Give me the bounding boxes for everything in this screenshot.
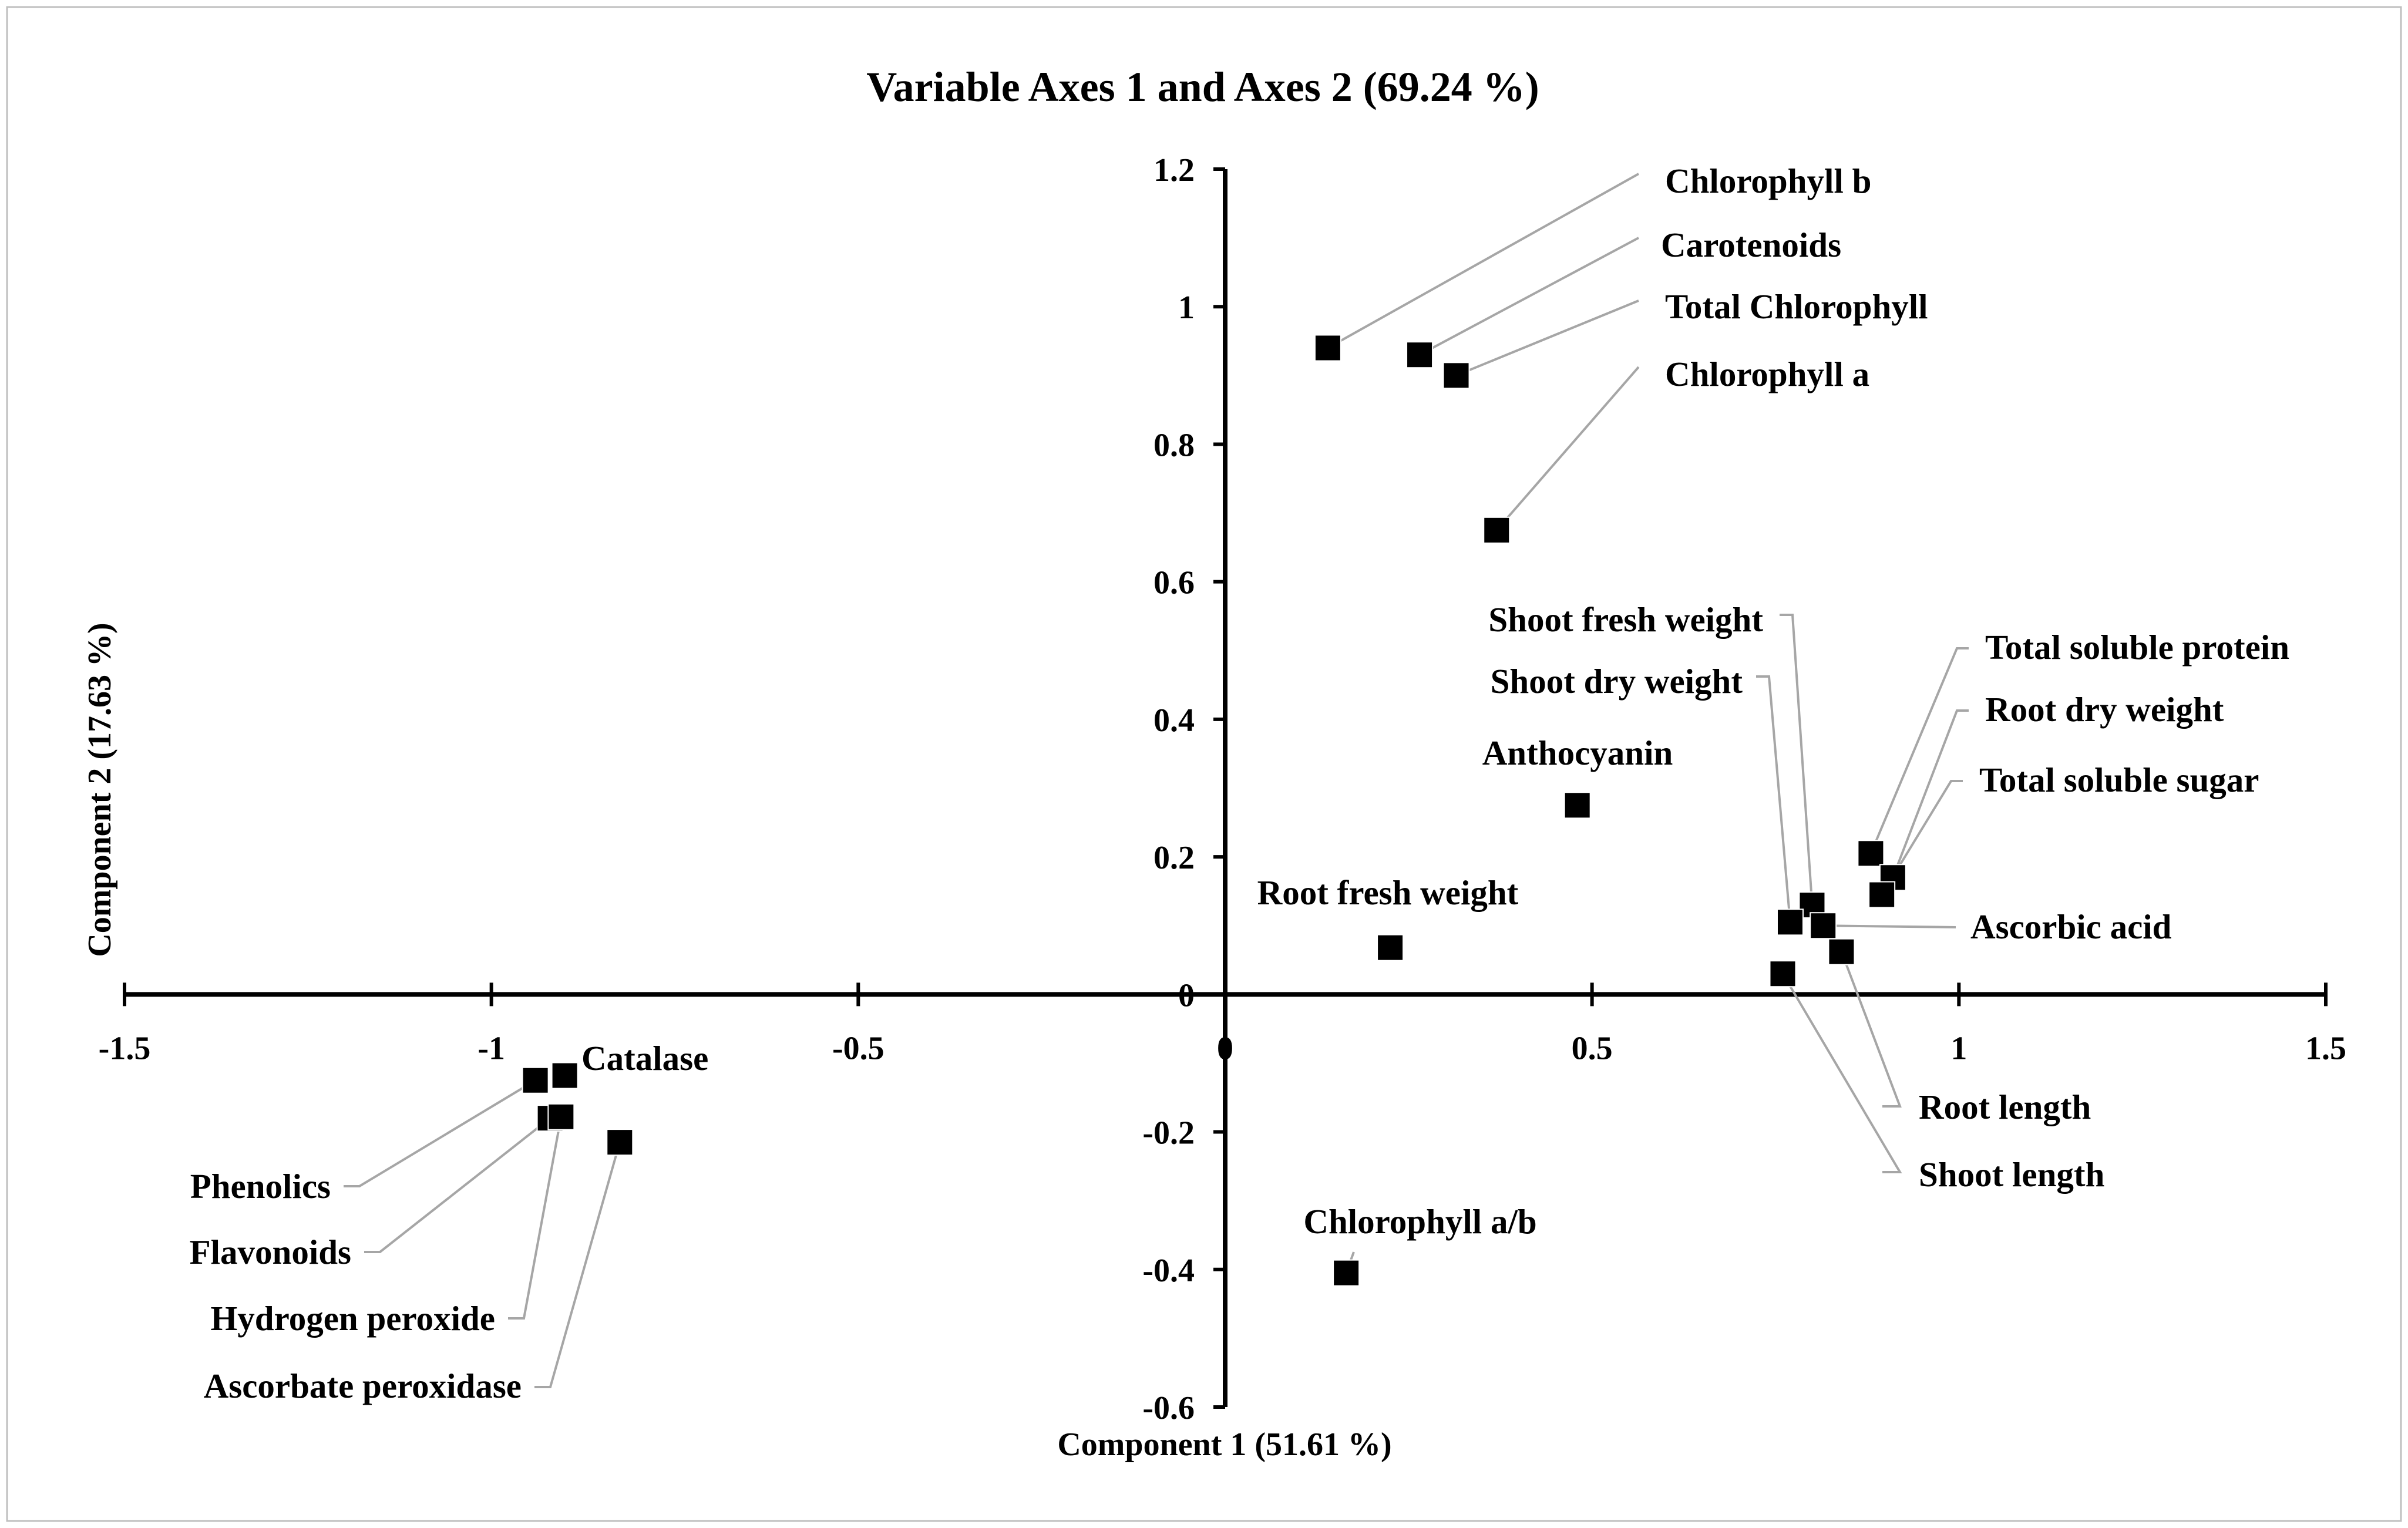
leader-line (508, 1116, 563, 1320)
leader-line (1327, 173, 1639, 349)
data-label: Total Chlorophyll (1665, 287, 1928, 326)
y-tick-label: 1.2 (1153, 152, 1195, 189)
data-label: Root length (1919, 1088, 2091, 1126)
leader-line (1756, 675, 1791, 923)
y-tick-label: -0.6 (1142, 1390, 1195, 1426)
leader-line (1781, 973, 1902, 1173)
leader-line (1455, 299, 1639, 377)
x-tick-label: 0 (1217, 1030, 1233, 1066)
data-label: Carotenoids (1661, 226, 1841, 264)
data-label: Root dry weight (1985, 690, 2224, 729)
data-point-ascorbic-acid (1810, 912, 1837, 940)
data-point-root-length (1828, 938, 1855, 965)
leader-line (1419, 237, 1639, 356)
data-point-root-fresh-weight (1377, 934, 1404, 961)
data-label: Hydrogen peroxide (210, 1299, 495, 1338)
leader-line (1892, 709, 1969, 878)
y-tick-label: -0.2 (1142, 1115, 1195, 1152)
x-tick-label: -0.5 (832, 1030, 884, 1066)
data-point-shoot-dry-weight (1776, 908, 1804, 936)
y-tick-label: 0 (1178, 977, 1195, 1014)
label-leader-lines (344, 173, 1969, 1388)
leader-line (364, 1117, 551, 1253)
leader-line (534, 1142, 621, 1388)
data-markers (522, 334, 1906, 1287)
data-point-total-chlorophyll (1442, 362, 1470, 389)
y-axis-title: Component 2 (17.63 %) (82, 622, 118, 957)
x-tick-label: 1 (1950, 1030, 1967, 1066)
data-labels: Chlorophyll b Carotenoids Total Chlorophyl… (190, 161, 2289, 1405)
chart-title: Variable Axes 1 and Axes 2 (69.24 %) (866, 63, 1539, 110)
x-axis-title: Component 1 (51.61 %) (1057, 1426, 1391, 1463)
axes: -1.5 -1 -0.5 0 0.5 1 1.5 -0.6 -0.4 -0.2 0 0.2 0.4 0.6… (99, 152, 2346, 1426)
data-point-total-soluble-sugar (1868, 881, 1896, 908)
x-tick-label: -1 (477, 1030, 505, 1066)
data-point-carotenoids (1406, 341, 1434, 369)
leader-line (1780, 614, 1814, 906)
x-tick-label: 0.5 (1572, 1030, 1613, 1066)
chart-frame (6, 6, 2402, 1522)
data-label: Chlorophyll a/b (1303, 1202, 1536, 1241)
data-point-anthocyanin (1563, 792, 1591, 819)
data-label: Catalase (581, 1039, 708, 1078)
leader-line (1881, 780, 1963, 896)
y-tick-label: 0.2 (1153, 840, 1195, 876)
data-label: Ascorbic acid (1970, 907, 2172, 946)
data-point-hydrogen-peroxide (547, 1103, 575, 1130)
leader-line (1840, 951, 1902, 1108)
data-label: Chlorophyll b (1665, 161, 1871, 200)
data-point-chlorophyll-b (1314, 334, 1341, 362)
y-tick-label: 1 (1178, 290, 1195, 326)
data-label: Phenolics (190, 1167, 331, 1206)
data-label: Chlorophyll a (1665, 355, 1869, 393)
x-tick-label: -1.5 (99, 1030, 151, 1066)
data-label: Shoot length (1919, 1155, 2104, 1194)
leader-line (344, 1079, 536, 1187)
data-label: Shoot fresh weight (1488, 600, 1763, 639)
data-label: Shoot dry weight (1491, 662, 1743, 701)
x-tick-label: 1.5 (2305, 1030, 2346, 1066)
data-point-total-soluble-protein (1857, 840, 1885, 867)
data-label: Ascorbate peroxidase (204, 1367, 522, 1405)
data-label: Total soluble sugar (1979, 760, 2259, 799)
y-tick-label: -0.4 (1142, 1253, 1195, 1289)
y-tick-label: 0.6 (1153, 565, 1195, 601)
data-point-shoot-length (1769, 960, 1797, 988)
data-point-phenolics (522, 1066, 549, 1094)
leader-line (1495, 366, 1640, 531)
y-tick-label: 0.8 (1153, 427, 1195, 463)
data-label: Root fresh weight (1257, 873, 1519, 912)
leader-line (1869, 647, 1969, 854)
data-label: Flavonoids (190, 1233, 351, 1271)
data-point-chlorophyll-a-b (1333, 1259, 1360, 1287)
data-point-ascorbate-peroxidase (606, 1129, 634, 1156)
y-tick-label: 0.4 (1153, 702, 1195, 739)
leader-line (1823, 924, 1956, 928)
data-point-chlorophyll-a (1483, 516, 1511, 544)
data-label: Total soluble protein (1985, 628, 2289, 667)
data-label: Anthocyanin (1482, 733, 1673, 772)
data-point-catalase (551, 1062, 579, 1089)
